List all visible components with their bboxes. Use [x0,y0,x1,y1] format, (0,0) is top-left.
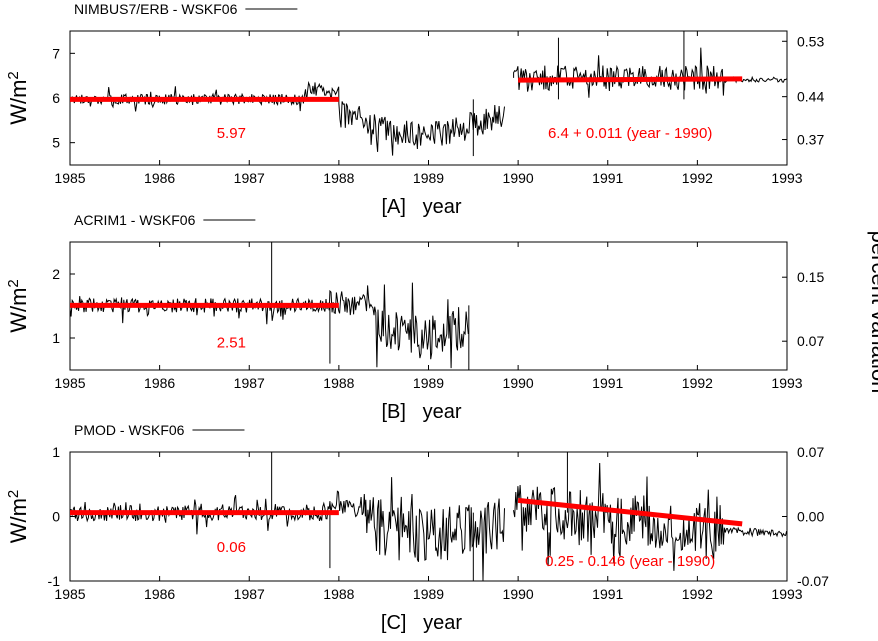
x-tick-label: 1985 [54,586,85,602]
x-tick-label: 1986 [144,170,175,186]
right-tick-label: 0.44 [797,89,824,105]
x-tick-label: 1987 [234,586,265,602]
fit-annotation: 5.97 [217,125,246,142]
right-tick-label: 0.07 [797,444,824,460]
right-tick-label: 0.07 [797,333,824,349]
legend-label: NIMBUS7/ERB - WSKF06 [74,1,238,17]
x-tick-label: 1993 [771,375,802,391]
y-tick-label: 6 [52,90,60,106]
y-tick-label: 1 [52,330,60,346]
x-tick-label: 1993 [771,586,802,602]
x-tick-label: 1985 [54,375,85,391]
panel-3: 1985 1986 1987 1988 1989 1990 1991 1992 1993 -1 0 1… [5,422,829,634]
x-tick-label: 1992 [682,170,713,186]
x-tick-label: 1990 [503,375,534,391]
x-tick-label: 1992 [682,586,713,602]
fit-annotation: 2.51 [217,335,246,352]
legend-label: ACRIM1 - WSKF06 [74,212,196,228]
right-tick-label: 0.37 [797,132,824,148]
fit-line [518,76,743,83]
x-axis-label: [A] year [381,196,461,218]
x-tick-label: 1988 [323,170,354,186]
x-tick-label: 1987 [234,375,265,391]
x-axis-label: [C] year [381,612,462,634]
y-tick-label: 0 [52,509,60,525]
x-tick-label: 1987 [234,170,265,186]
x-tick-label: 1985 [54,170,85,186]
y-tick-label: 7 [52,45,60,61]
y-tick-label: 1 [52,444,60,460]
x-tick-label: 1991 [592,375,623,391]
x-tick-label: 1993 [771,170,802,186]
x-tick-label: 1991 [592,586,623,602]
y-tick-label: -1 [48,573,61,589]
right-tick-label: -0.07 [797,573,829,589]
panel-2: 1985 1986 1987 1988 1989 1990 1991 1992 1993 1 2 0.… [5,212,824,423]
panel-1: 1985 1986 1987 1988 1989 1990 1991 1992 1993 5 6 7 0… [5,1,824,218]
x-tick-label: 1986 [144,375,175,391]
legend-label: PMOD - WSKF06 [74,422,185,438]
right-tick-label: 0.15 [797,269,824,285]
x-tick-label: 1989 [413,375,444,391]
fit-line [517,497,743,527]
fit-annotation: 0.25 - 0.146 (year - 1990) [545,553,715,570]
y-tick-label: 5 [52,135,60,151]
data-series-line [69,282,469,369]
x-tick-label: 1988 [323,375,354,391]
fit-annotation: 6.4 + 0.011 (year - 1990) [548,125,712,142]
y-axis-label: W/m2 [5,490,31,544]
right-axis-label: percent variation [867,231,878,394]
x-tick-label: 1989 [413,170,444,186]
x-tick-label: 1988 [323,586,354,602]
right-tick-label: 0.53 [797,33,824,49]
x-tick-label: 1992 [682,375,713,391]
x-tick-label: 1986 [144,586,175,602]
x-tick-label: 1989 [413,586,444,602]
y-axis-label: W/m2 [5,71,31,125]
y-tick-label: 2 [52,266,60,282]
x-tick-label: 1990 [503,586,534,602]
x-axis-label: [B] year [381,401,461,423]
x-tick-label: 1990 [503,170,534,186]
right-tick-label: 0.00 [797,509,824,525]
x-tick-label: 1991 [592,170,623,186]
y-axis-label: W/m2 [5,279,31,333]
fit-annotation: 0.06 [217,539,246,556]
